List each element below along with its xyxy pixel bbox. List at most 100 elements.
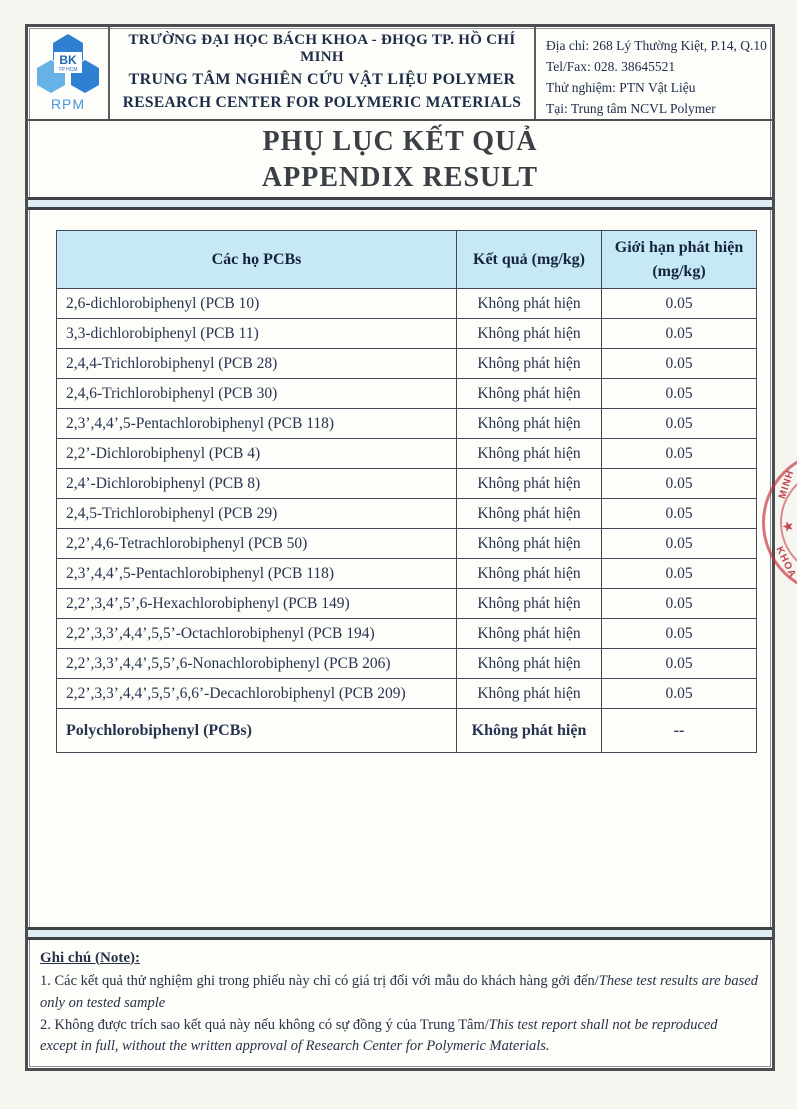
table-wrap: Các họ PCBs Kết quả (mg/kg) Giới hạn phá… <box>28 210 772 753</box>
pcb-name-cell: 2,3’,4,4’,5-Pentachlorobiphenyl (PCB 118… <box>56 408 457 439</box>
limit-cell: 0.05 <box>601 378 757 409</box>
note-2: 2. Không được trích sao kết quả này nếu … <box>40 1015 758 1059</box>
table-row: 2,2’,3,3’,4,4’,5,5’-Octachlorobiphenyl (… <box>56 618 757 649</box>
table-header-row: Các họ PCBs Kết quả (mg/kg) Giới hạn phá… <box>56 230 757 289</box>
pcb-name-cell: 2,2’,3,3’,4,4’,5,5’-Octachlorobiphenyl (… <box>56 618 457 649</box>
page-title-vi: PHỤ LỤC KẾT QUẢ <box>262 126 538 157</box>
result-cell: Không phát hiện <box>456 498 602 529</box>
pcb-name-cell: Polychlorobiphenyl (PCBs) <box>56 708 457 753</box>
pcb-name-cell: 2,2’,3,3’,4,4’,5,5’,6,6’-Decachlorobiphe… <box>56 678 457 709</box>
table-row: 2,2’,3,3’,4,4’,5,5’,6-Nonachlorobiphenyl… <box>56 648 757 679</box>
pcb-name-cell: 2,2’-Dichlorobiphenyl (PCB 4) <box>56 438 457 469</box>
table-row: 2,3’,4,4’,5-Pentachlorobiphenyl (PCB 118… <box>56 408 757 439</box>
logo-tphcm-text: TP HCM <box>58 67 77 73</box>
table-row: 2,2’,4,6-Tetrachlorobiphenyl (PCB 50) Kh… <box>56 528 757 559</box>
result-cell: Không phát hiện <box>456 678 602 709</box>
col-header-limit-line2: (mg/kg) <box>652 262 706 280</box>
result-cell: Không phát hiện <box>456 318 602 349</box>
title-block: PHỤ LỤC KẾT QUẢ APPENDIX RESULT <box>28 121 772 197</box>
pcb-name-cell: 2,2’,3,4’,5’,6-Hexachlorobiphenyl (PCB 1… <box>56 588 457 619</box>
pcb-name-cell: 2,4,6-Trichlorobiphenyl (PCB 30) <box>56 378 457 409</box>
table-row: 2,2’,3,4’,5’,6-Hexachlorobiphenyl (PCB 1… <box>56 588 757 619</box>
notes-section: Ghi chú (Note): 1. Các kết quả thử nghiệ… <box>28 926 772 1069</box>
contact-location: Tại: Trung tâm NCVL Polymer <box>546 100 716 116</box>
note-2-en: This test report shall not be reproduced… <box>40 1016 718 1055</box>
divider-band-top <box>28 197 772 210</box>
limit-cell: 0.05 <box>601 648 757 679</box>
divider-band-bottom <box>28 926 772 940</box>
table-row: 2,4’-Dichlorobiphenyl (PCB 8) Không phát… <box>56 468 757 499</box>
table-row: Polychlorobiphenyl (PCBs) Không phát hiệ… <box>56 708 757 753</box>
note-2-vi: 2. Không được trích sao kết quả này nếu … <box>40 1016 489 1033</box>
pcb-name-cell: 2,3’,4,4’,5-Pentachlorobiphenyl (PCB 118… <box>56 558 457 589</box>
result-cell: Không phát hiện <box>456 558 602 589</box>
limit-cell: 0.05 <box>601 588 757 619</box>
logo-bk-text: BK <box>59 53 77 67</box>
result-cell: Không phát hiện <box>456 408 602 439</box>
center-name-en: RESEARCH CENTER FOR POLYMERIC MATERIALS <box>122 94 522 111</box>
table-row: 2,4,5-Trichlorobiphenyl (PCB 29) Không p… <box>56 498 757 529</box>
limit-cell: 0.05 <box>601 408 757 439</box>
result-cell: Không phát hiện <box>456 438 602 469</box>
logo-cell: BK TP HCM RPM <box>28 27 110 119</box>
logo-rpm-text: RPM <box>51 96 85 112</box>
table-row: 2,2’,3,3’,4,4’,5,5’,6,6’-Decachlorobiphe… <box>56 678 757 709</box>
page-title-en: APPENDIX RESULT <box>261 161 539 193</box>
institution-block: TRƯỜNG ĐẠI HỌC BÁCH KHOA - ĐHQG TP. HỒ C… <box>110 27 534 119</box>
table-row: 2,4,4-Trichlorobiphenyl (PCB 28) Không p… <box>56 348 757 379</box>
result-cell: Không phát hiện <box>456 588 602 619</box>
limit-cell: 0.05 <box>601 348 757 379</box>
pcb-name-cell: 2,2’,4,6-Tetrachlorobiphenyl (PCB 50) <box>56 528 457 559</box>
result-cell: Không phát hiện <box>456 288 602 319</box>
contact-block: Địa chỉ: 268 Lý Thường Kiệt, P.14, Q.10 … <box>534 27 772 119</box>
report-header: BK TP HCM RPM TRƯỜNG ĐẠI HỌC BÁCH KHOA -… <box>28 27 772 121</box>
university-name: TRƯỜNG ĐẠI HỌC BÁCH KHOA - ĐHQG TP. HỒ C… <box>128 32 516 65</box>
pcb-name-cell: 2,6-dichlorobiphenyl (PCB 10) <box>56 288 457 319</box>
limit-cell: 0.05 <box>601 498 757 529</box>
table-row: 2,4,6-Trichlorobiphenyl (PCB 30) Không p… <box>56 378 757 409</box>
bk-rpm-logo-icon: BK TP HCM RPM <box>37 34 99 112</box>
limit-cell: 0.05 <box>601 318 757 349</box>
results-table: Các họ PCBs Kết quả (mg/kg) Giới hạn phá… <box>56 230 757 753</box>
col-header-pcb: Các họ PCBs <box>56 230 457 289</box>
note-1-vi: 1. Các kết quả thử nghiệm ghi trong phiế… <box>40 973 599 989</box>
limit-cell: 0.05 <box>601 468 757 499</box>
pcb-name-cell: 2,4,5-Trichlorobiphenyl (PCB 29) <box>56 498 457 529</box>
contact-address: Địa chỉ: 268 Lý Thường Kiệt, P.14, Q.10 <box>546 38 767 53</box>
limit-cell: 0.05 <box>601 288 757 319</box>
contact-test-lab: Thử nghiệm: PTN Vật Liệu <box>546 79 696 95</box>
result-cell: Không phát hiện <box>456 348 602 379</box>
result-cell: Không phát hiện <box>456 648 602 679</box>
center-name-vi: TRUNG TÂM NGHIÊN CỨU VẬT LIỆU POLYMER <box>128 71 516 88</box>
limit-cell: 0.05 <box>601 438 757 469</box>
col-header-limit: Giới hạn phát hiện (mg/kg) <box>601 230 757 289</box>
notes-content: Ghi chú (Note): 1. Các kết quả thử nghiệ… <box>28 940 772 1069</box>
result-cell: Không phát hiện <box>456 708 602 753</box>
pcb-name-cell: 3,3-dichlorobiphenyl (PCB 11) <box>56 318 457 349</box>
limit-cell: 0.05 <box>601 678 757 709</box>
notes-heading: Ghi chú (Note): <box>40 949 140 966</box>
pcb-name-cell: 2,4’-Dichlorobiphenyl (PCB 8) <box>56 468 457 499</box>
note-1-en: These test results are based only on tes… <box>40 973 758 1011</box>
note-1: 1. Các kết quả thử nghiệm ghi trong phiế… <box>40 971 758 1015</box>
table-row: 2,2’-Dichlorobiphenyl (PCB 4) Không phát… <box>56 438 757 469</box>
table-row: 3,3-dichlorobiphenyl (PCB 11) Không phát… <box>56 318 757 349</box>
col-header-limit-line1: Giới hạn phát hiện <box>614 238 744 256</box>
result-cell: Không phát hiện <box>456 618 602 649</box>
limit-cell: 0.05 <box>601 528 757 559</box>
limit-cell: -- <box>601 708 757 753</box>
col-header-result: Kết quả (mg/kg) <box>456 230 602 289</box>
limit-cell: 0.05 <box>601 618 757 649</box>
document-frame: BK TP HCM RPM TRƯỜNG ĐẠI HỌC BÁCH KHOA -… <box>25 24 775 1071</box>
limit-cell: 0.05 <box>601 558 757 589</box>
result-cell: Không phát hiện <box>456 378 602 409</box>
pcb-name-cell: 2,2’,3,3’,4,4’,5,5’,6-Nonachlorobiphenyl… <box>56 648 457 679</box>
pcb-name-cell: 2,4,4-Trichlorobiphenyl (PCB 28) <box>56 348 457 379</box>
table-row: 2,6-dichlorobiphenyl (PCB 10) Không phát… <box>56 288 757 319</box>
contact-telfax: Tel/Fax: 028. 38645521 <box>546 58 676 74</box>
table-row: 2,3’,4,4’,5-Pentachlorobiphenyl (PCB 118… <box>56 558 757 589</box>
result-cell: Không phát hiện <box>456 528 602 559</box>
seal-star-icon: ★ <box>780 520 795 532</box>
result-cell: Không phát hiện <box>456 468 602 499</box>
